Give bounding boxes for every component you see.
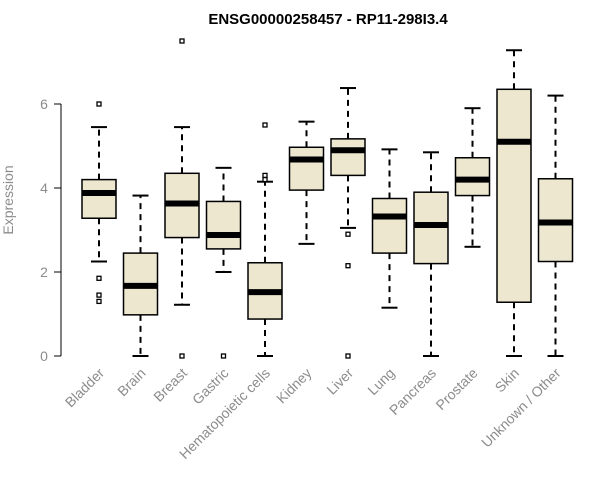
box-liver xyxy=(330,87,366,359)
box-skin xyxy=(496,49,532,357)
x-tick-label: Kidney xyxy=(273,365,315,407)
outlier-point xyxy=(96,275,102,281)
x-tick-label: Breast xyxy=(150,365,190,405)
iqr-box xyxy=(288,146,325,191)
box-brain xyxy=(122,194,159,357)
box-gastric xyxy=(205,166,242,359)
box-bladder xyxy=(81,101,117,305)
y-axis-label: Expression xyxy=(0,165,16,234)
outlier-point xyxy=(262,122,268,128)
y-tick-label: 2 xyxy=(40,264,48,280)
box-breast xyxy=(164,38,200,359)
iqr-box xyxy=(81,178,117,219)
iqr-box xyxy=(371,197,408,254)
iqr-box xyxy=(205,200,242,250)
x-tick-label: Unknown / Other xyxy=(478,365,564,451)
outlier-point xyxy=(96,101,102,107)
x-tick-label: Bladder xyxy=(62,365,108,411)
outlier-point xyxy=(179,38,185,44)
outlier-point xyxy=(262,172,268,179)
box-group xyxy=(81,38,574,359)
iqr-box xyxy=(496,88,532,303)
box-pancreas xyxy=(413,151,449,357)
x-tick-label: Liver xyxy=(323,365,356,398)
box-unknown-other xyxy=(537,94,574,357)
box-lung xyxy=(371,148,408,309)
x-tick-label: Prostate xyxy=(432,365,480,413)
y-tick-label: 4 xyxy=(40,180,48,196)
outlier-point xyxy=(262,176,268,183)
iqr-box xyxy=(330,138,366,177)
outlier-point xyxy=(220,353,227,359)
outlier-point xyxy=(96,298,102,305)
x-tick-label: Brain xyxy=(114,365,148,399)
y-tick-label: 0 xyxy=(40,348,48,364)
chart-title: ENSG00000258457 - RP11-298I3.4 xyxy=(208,11,448,28)
y-tick-label: 6 xyxy=(40,96,48,112)
outlier-point xyxy=(96,292,102,298)
outlier-point xyxy=(345,353,351,359)
box-hematopoietic-cells xyxy=(247,122,283,357)
outlier-point xyxy=(345,231,351,237)
outlier-point xyxy=(179,353,185,359)
x-tick-label: Skin xyxy=(492,365,523,396)
outlier-point xyxy=(345,263,351,269)
x-tick-label: Lung xyxy=(364,365,397,398)
box-kidney xyxy=(288,120,325,245)
box-prostate xyxy=(454,107,491,248)
y-axis: 0 2 4 6 xyxy=(40,96,62,364)
